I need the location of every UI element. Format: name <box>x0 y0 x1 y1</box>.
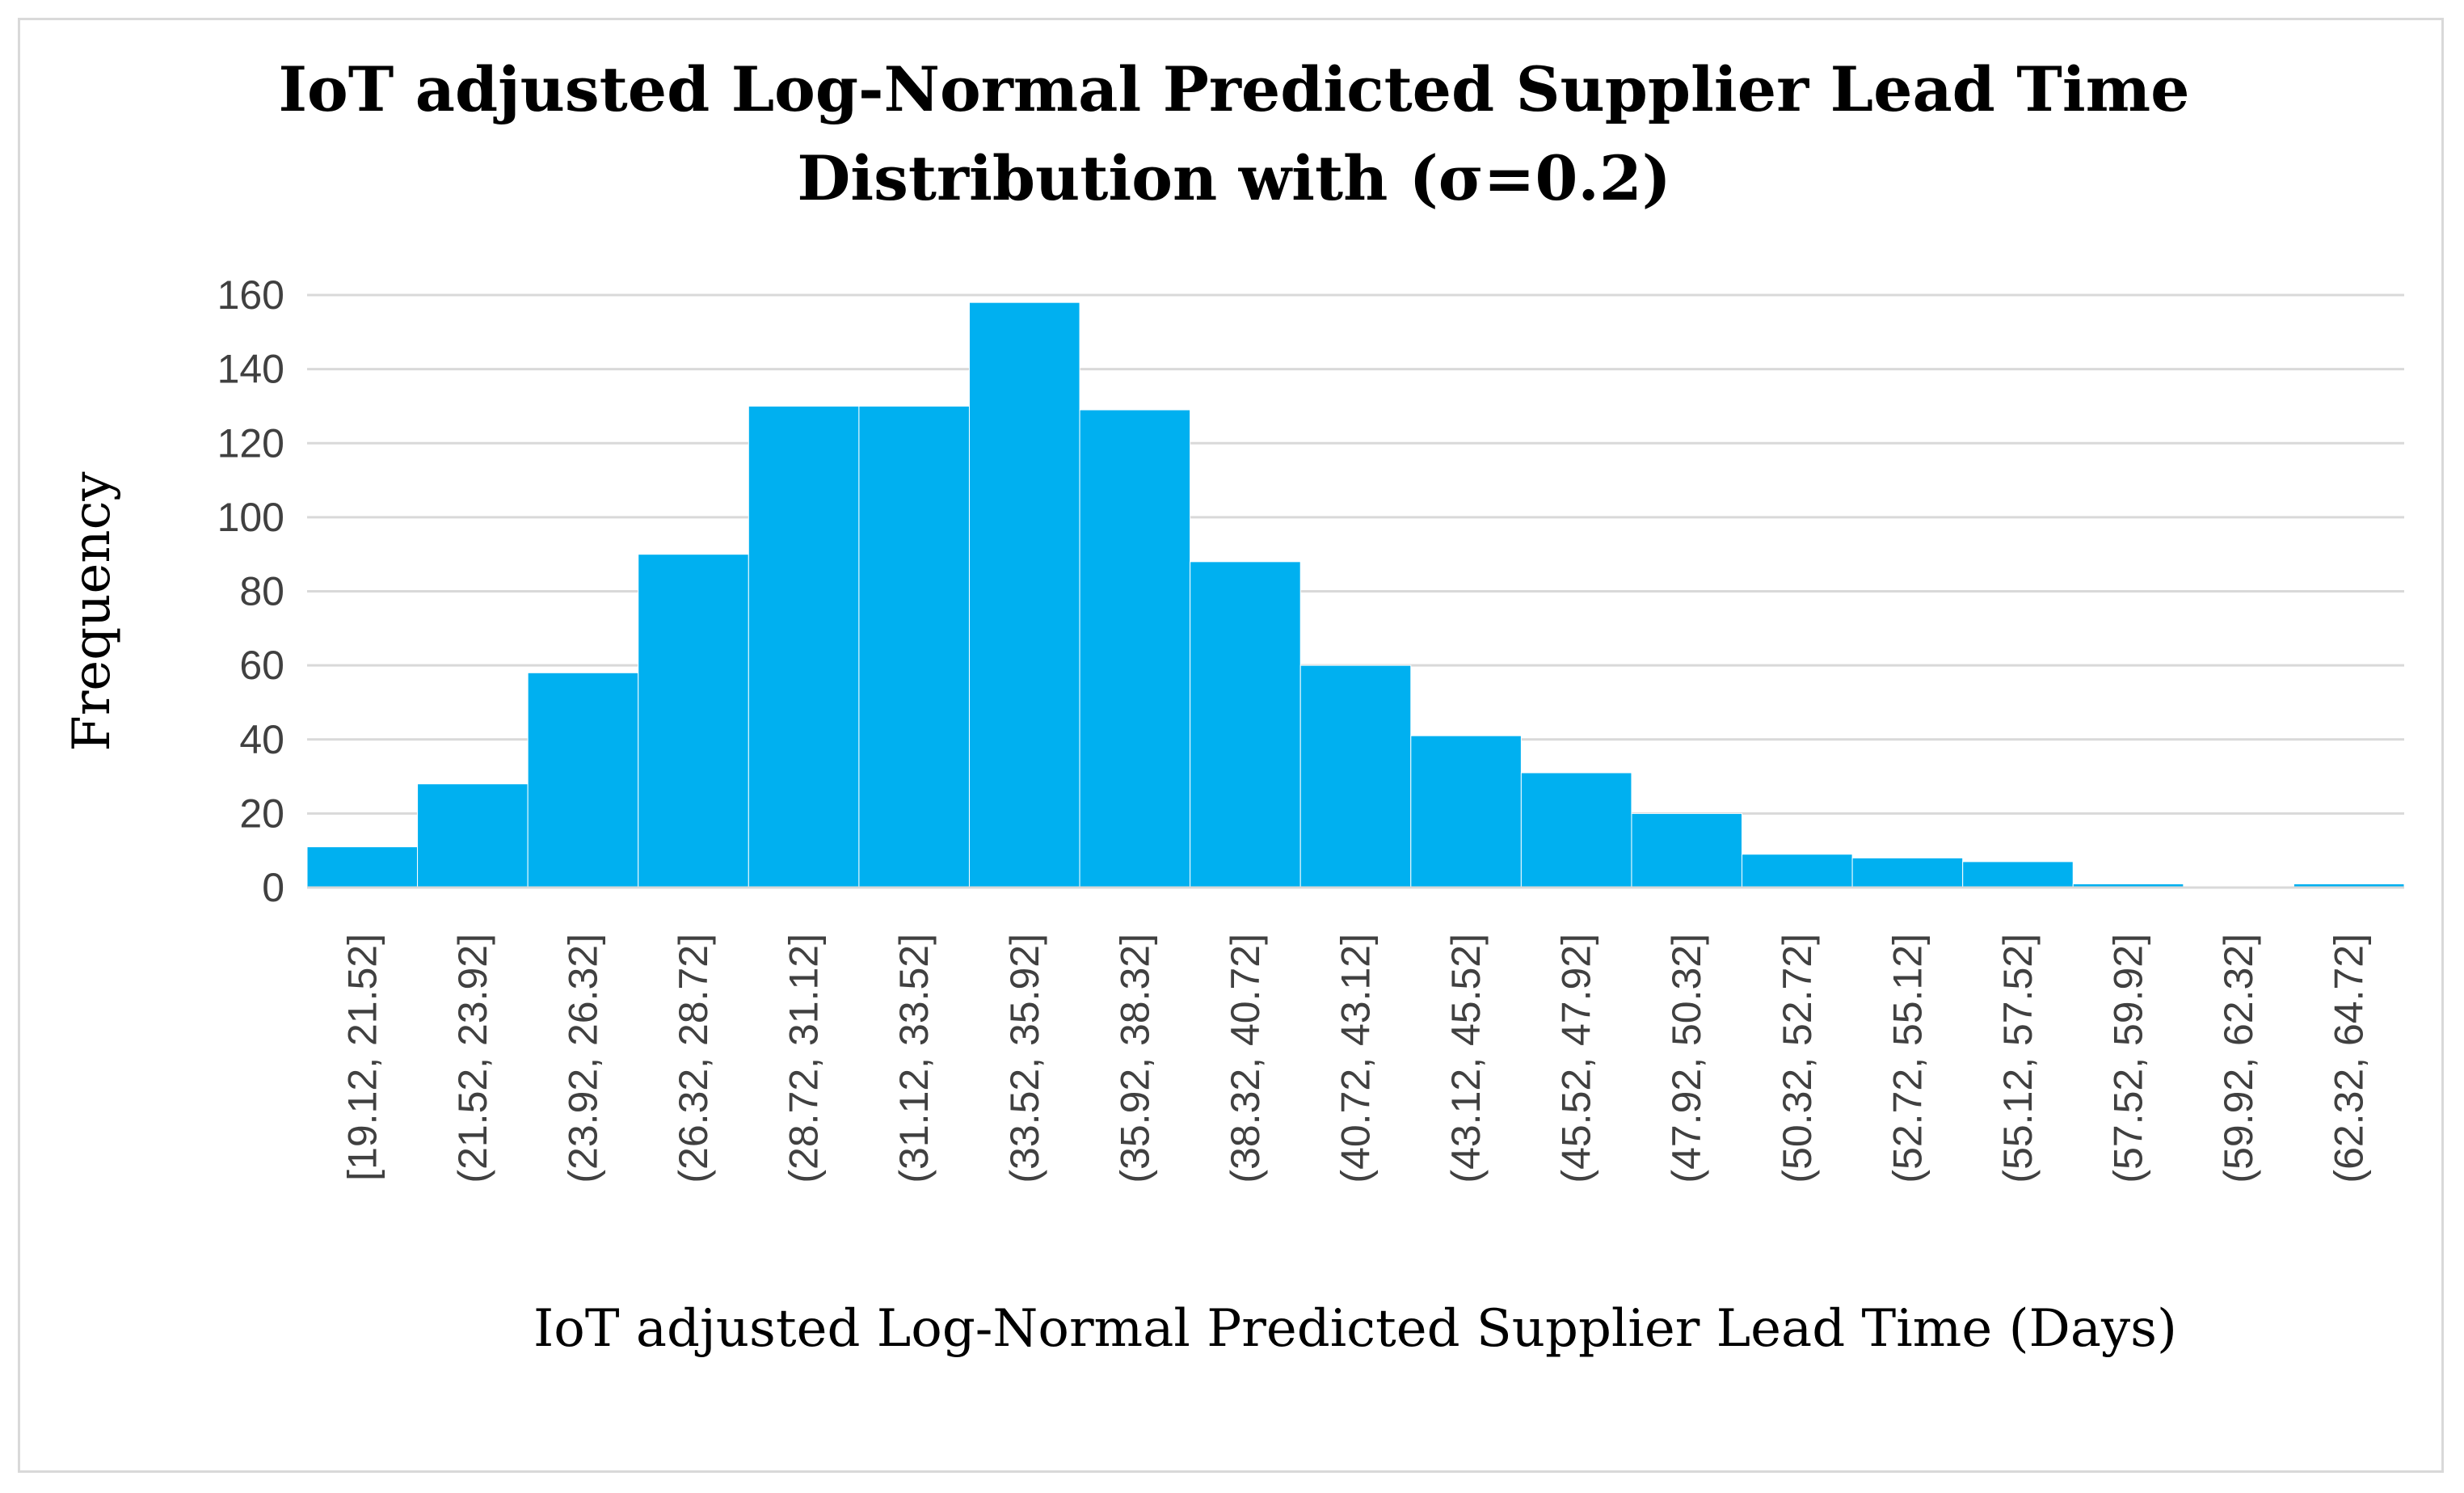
x-axis-label: IoT adjusted Log-Normal Predicted Suppli… <box>533 1299 2177 1359</box>
x-tick-label: (26.32, 28.72] <box>671 934 716 1183</box>
x-tick-label: (47.92, 50.32] <box>1664 934 1709 1183</box>
y-tick-label: 140 <box>217 347 284 392</box>
x-tick-label: (38.32, 40.72] <box>1223 934 1268 1183</box>
bars <box>306 302 2405 888</box>
x-tick-label: (45.52, 47.92] <box>1554 934 1599 1183</box>
histogram-bar <box>638 554 749 888</box>
chart-title-line-1: IoT adjusted Log-Normal Predicted Suppli… <box>279 53 2190 125</box>
y-tick-label: 60 <box>239 643 284 688</box>
y-tick-label: 0 <box>262 865 284 910</box>
y-tick-label: 160 <box>217 272 284 318</box>
x-tick-label: (55.12, 57.52] <box>1995 934 2041 1183</box>
x-tick-label: (28.72, 31.12] <box>781 934 827 1183</box>
x-tick-label: (23.92, 26.32] <box>560 934 605 1183</box>
histogram-bar <box>527 672 639 888</box>
histogram-bar <box>748 405 860 888</box>
histogram-bar <box>417 783 529 888</box>
x-tick-label: (62.32, 64.72] <box>2327 934 2372 1183</box>
x-tick-label: (35.92, 38.32] <box>1112 934 1157 1183</box>
x-tick-label: (50.32, 52.72] <box>1775 934 1820 1183</box>
x-axis-ticks: [19.12, 21.52] (21.52, 23.92] (23.92, 26.3… <box>339 934 2371 1183</box>
chart-frame: IoT adjusted Log-Normal Predicted Suppli… <box>18 18 2444 1473</box>
histogram-bar <box>968 302 1080 888</box>
histogram-bar <box>1742 854 1853 888</box>
x-tick-label: (31.12, 33.52] <box>891 934 937 1183</box>
histogram-bar <box>1190 561 1301 888</box>
x-tick-label: [19.12, 21.52] <box>339 934 385 1181</box>
histogram-bar <box>306 846 419 888</box>
y-axis-ticks: 0 20 40 60 80 100 120 140 160 <box>217 272 284 910</box>
y-tick-label: 20 <box>239 791 284 836</box>
x-tick-label: (21.52, 23.92] <box>450 934 495 1183</box>
x-tick-label: (57.52, 59.92] <box>2106 934 2151 1183</box>
x-tick-label: (52.72, 55.12] <box>1885 934 1930 1183</box>
histogram-bar <box>1962 861 2074 888</box>
histogram-bar <box>1851 857 1964 888</box>
chart-title-line-2: Distribution with (σ=0.2) <box>797 142 1670 214</box>
histogram-bar <box>1410 735 1522 888</box>
x-tick-label: (43.12, 45.52] <box>1443 934 1489 1183</box>
histogram-bar <box>1299 664 1412 888</box>
histogram-bar <box>1079 409 1191 888</box>
histogram-bar <box>1631 812 1743 888</box>
x-tick-label: (33.52, 35.92] <box>1002 934 1047 1183</box>
x-tick-label: (59.92, 62.32] <box>2216 934 2261 1183</box>
histogram-bar <box>858 405 970 888</box>
y-tick-label: 40 <box>239 717 284 762</box>
x-tick-label: (40.72, 43.12] <box>1333 934 1379 1183</box>
histogram-chart: IoT adjusted Log-Normal Predicted Suppli… <box>62 53 2405 1359</box>
histogram-bar <box>1520 772 1632 888</box>
y-axis-label: Frequency <box>62 471 122 751</box>
y-tick-label: 120 <box>217 420 284 466</box>
y-tick-label: 80 <box>239 569 284 614</box>
y-tick-label: 100 <box>217 495 284 540</box>
